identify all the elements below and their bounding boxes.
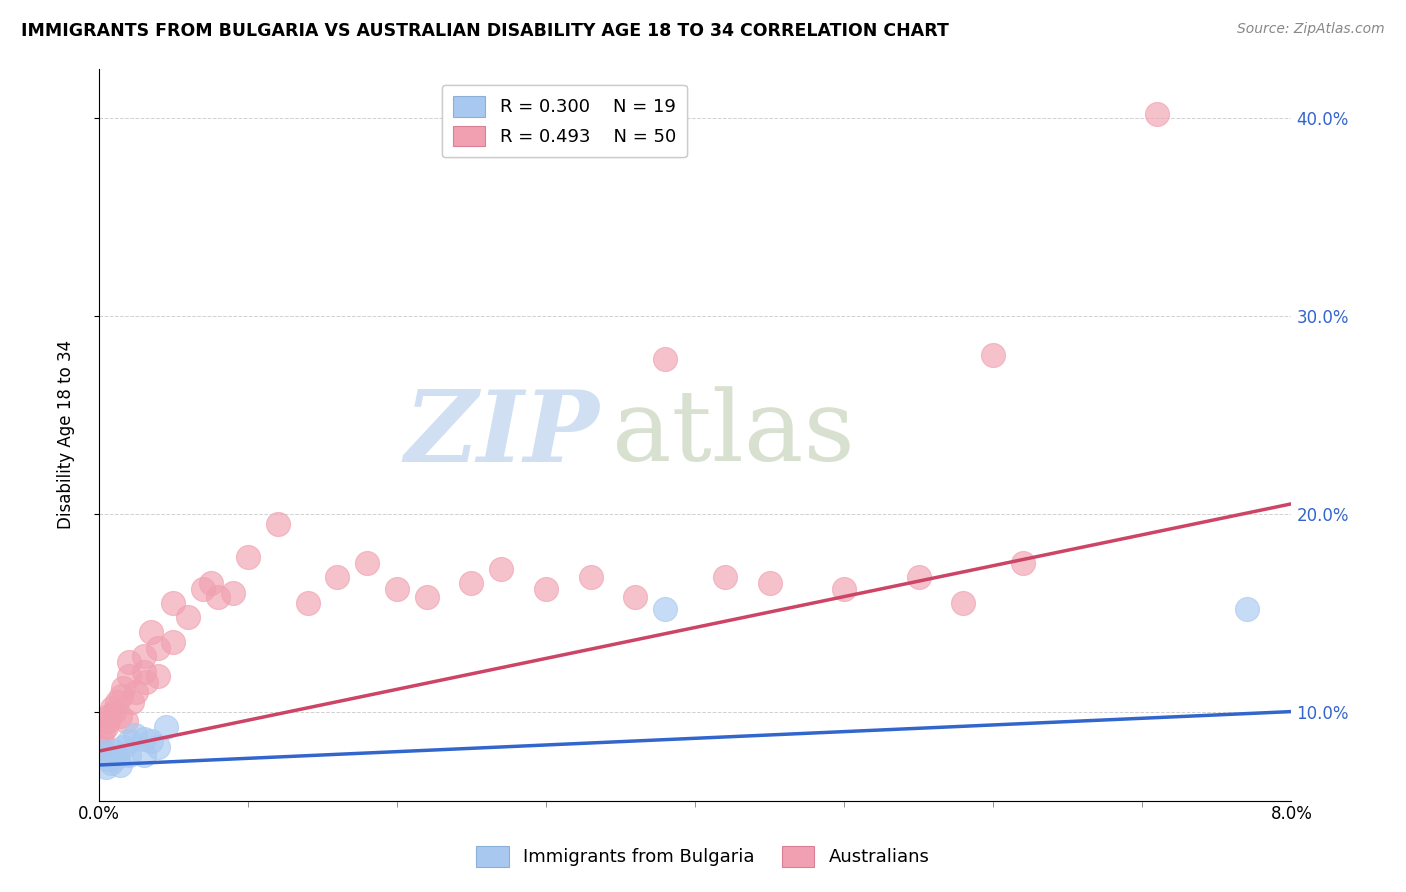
Point — [624, 590, 647, 604]
Point — [132, 732, 155, 747]
Point — [90, 744, 112, 758]
Point — [117, 734, 139, 748]
Point — [105, 750, 128, 764]
Point — [907, 570, 929, 584]
Point — [100, 756, 122, 770]
Point — [1220, 853, 1243, 867]
Point — [97, 752, 120, 766]
Point — [385, 582, 408, 596]
Point — [114, 714, 136, 729]
Point — [111, 681, 134, 695]
Point — [191, 582, 214, 596]
Point — [297, 596, 319, 610]
Point — [579, 570, 602, 584]
Point — [148, 740, 170, 755]
Point — [111, 740, 134, 755]
Point — [125, 685, 148, 699]
Text: Source: ZipAtlas.com: Source: ZipAtlas.com — [1237, 22, 1385, 37]
Point — [200, 576, 222, 591]
Point — [491, 562, 513, 576]
Point — [97, 714, 120, 729]
Point — [108, 758, 131, 772]
Point — [177, 609, 200, 624]
Point — [1236, 601, 1258, 615]
Point — [108, 708, 131, 723]
Point — [155, 720, 177, 734]
Point — [139, 625, 162, 640]
Point — [94, 748, 117, 763]
Point — [654, 601, 676, 615]
Point — [117, 748, 139, 763]
Point — [162, 635, 184, 649]
Point — [148, 641, 170, 656]
Point — [981, 348, 1004, 362]
Text: ZIP: ZIP — [405, 386, 600, 483]
Point — [110, 689, 132, 703]
Point — [1146, 107, 1168, 121]
Point — [132, 665, 155, 679]
Point — [416, 590, 439, 604]
Point — [1012, 556, 1035, 570]
Point — [714, 570, 737, 584]
Legend: Immigrants from Bulgaria, Australians: Immigrants from Bulgaria, Australians — [470, 838, 936, 874]
Point — [162, 596, 184, 610]
Point — [236, 550, 259, 565]
Point — [534, 582, 557, 596]
Point — [135, 674, 157, 689]
Text: atlas: atlas — [612, 386, 855, 483]
Point — [654, 352, 676, 367]
Point — [105, 695, 128, 709]
Point — [222, 586, 245, 600]
Point — [96, 760, 118, 774]
Point — [267, 516, 290, 531]
Point — [91, 724, 114, 739]
Point — [207, 590, 229, 604]
Point — [832, 582, 855, 596]
Point — [148, 669, 170, 683]
Point — [103, 705, 125, 719]
Point — [758, 576, 780, 591]
Point — [132, 748, 155, 763]
Point — [124, 728, 146, 742]
Point — [460, 576, 482, 591]
Y-axis label: Disability Age 18 to 34: Disability Age 18 to 34 — [58, 340, 75, 529]
Point — [89, 740, 111, 755]
Point — [326, 570, 349, 584]
Point — [121, 695, 143, 709]
Point — [117, 669, 139, 683]
Point — [101, 700, 124, 714]
Point — [103, 744, 125, 758]
Point — [139, 734, 162, 748]
Point — [96, 720, 118, 734]
Point — [98, 708, 121, 723]
Legend: R = 0.300    N = 19, R = 0.493    N = 50: R = 0.300 N = 19, R = 0.493 N = 50 — [441, 85, 686, 157]
Point — [117, 655, 139, 669]
Point — [90, 734, 112, 748]
Point — [356, 556, 378, 570]
Point — [132, 649, 155, 664]
Point — [952, 596, 974, 610]
Text: IMMIGRANTS FROM BULGARIA VS AUSTRALIAN DISABILITY AGE 18 TO 34 CORRELATION CHART: IMMIGRANTS FROM BULGARIA VS AUSTRALIAN D… — [21, 22, 949, 40]
